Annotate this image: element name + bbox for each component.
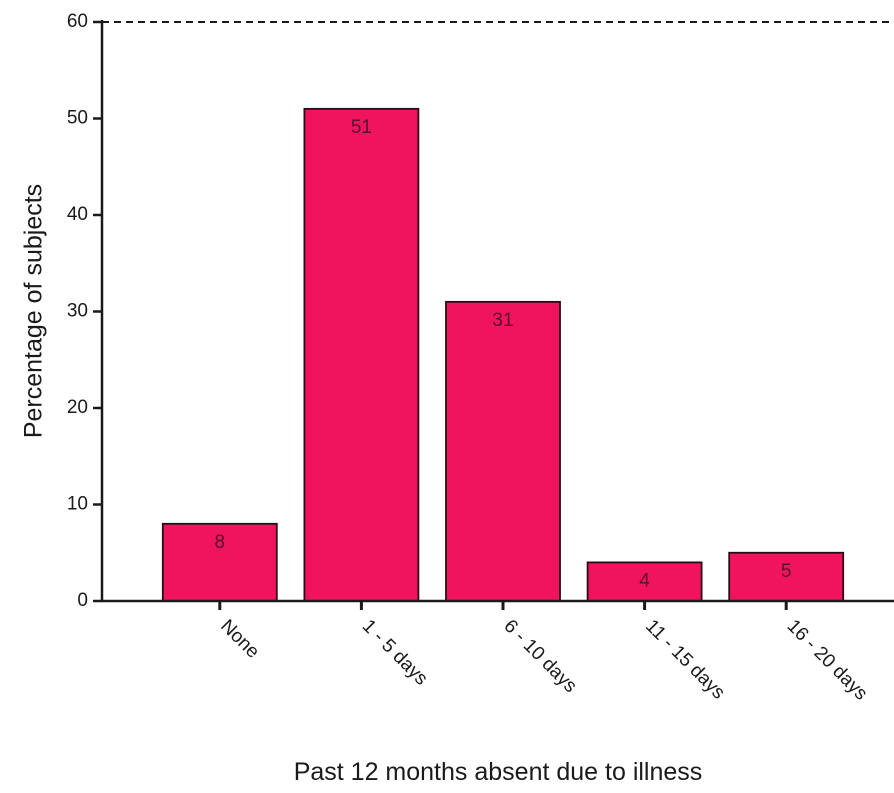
bar-value-label: 51	[351, 117, 372, 138]
bar-value-label: 5	[781, 561, 792, 582]
y-axis-title: Percentage of subjects	[20, 184, 48, 438]
bar	[586, 561, 703, 602]
y-tick-label: 30	[67, 301, 88, 322]
data-labels-group: 8 51 31 4 5	[215, 117, 792, 592]
bar-value-label: 31	[492, 310, 513, 331]
y-tick-label: 50	[67, 108, 88, 129]
y-tick-label: 60	[67, 11, 88, 32]
bar	[303, 107, 420, 602]
bar	[445, 300, 561, 602]
bar-value-label: 8	[215, 532, 226, 553]
bar-value-label: 4	[639, 570, 650, 591]
x-tick-label: 1 - 5 days	[358, 616, 432, 690]
x-tick-label: 6 - 10 days	[499, 616, 580, 697]
x-tick-label: 11 - 15 days	[641, 616, 729, 704]
x-axis-title: Past 12 months absent due to illness	[294, 758, 703, 786]
y-ticks-group: 0 10 20 30 40 50 60	[67, 11, 102, 611]
y-tick-label: 10	[67, 494, 88, 515]
y-tick-label: 20	[67, 397, 88, 418]
y-tick-label: 40	[67, 204, 88, 225]
y-tick-label: 0	[77, 590, 88, 611]
x-ticks-group: None 1 - 5 days 6 - 10 days 11 - 15 days 16 …	[216, 601, 871, 704]
x-tick-label: 16 - 20 days	[783, 616, 872, 705]
plot-area: 0 10 20 30 40 50 60 None 1 - 5 days 6 - 10 days 1…	[67, 11, 894, 704]
bars-group	[161, 107, 845, 602]
x-tick-label: None	[216, 616, 263, 663]
